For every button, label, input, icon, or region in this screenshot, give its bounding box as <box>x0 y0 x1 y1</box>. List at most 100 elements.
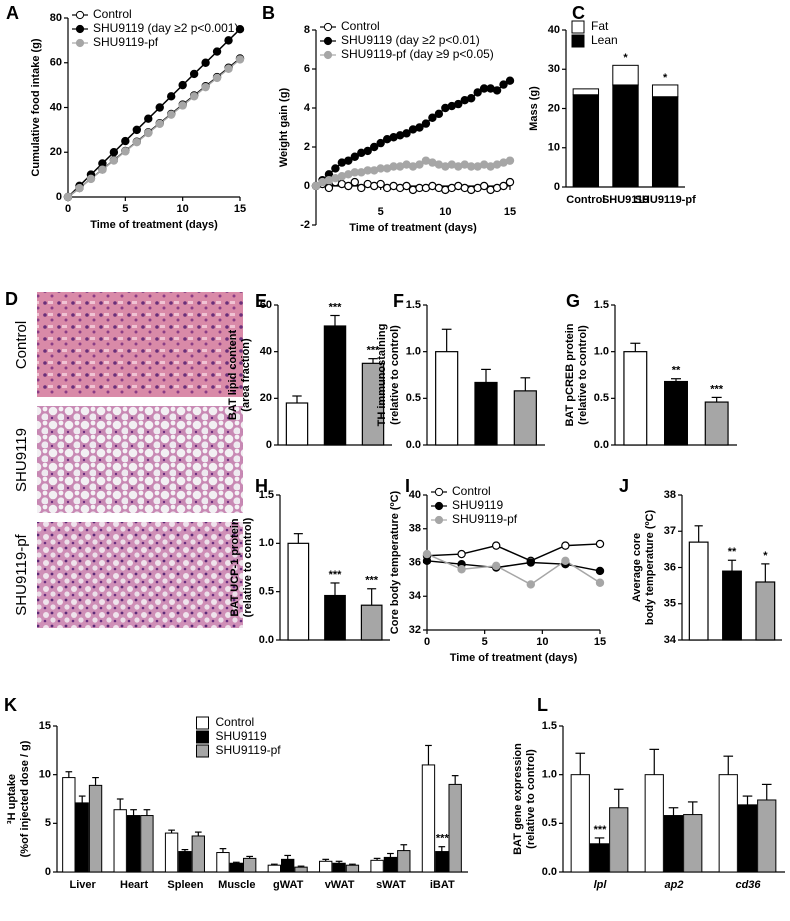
y-tick-label: 20 <box>50 146 62 158</box>
bar <box>229 862 243 873</box>
bar-segment <box>572 88 600 96</box>
marker <box>155 103 164 112</box>
series-line <box>67 28 241 198</box>
x-tick-label: 0 <box>424 636 430 648</box>
legend-label: SHU9119 (day ≥2 p<0.001) <box>93 21 238 35</box>
x-axis-label: Time of treatment (days) <box>349 222 477 234</box>
bar <box>75 802 89 873</box>
y-tick-label: 34 <box>664 634 677 646</box>
marker <box>415 160 424 169</box>
marker <box>189 92 199 101</box>
legend-label: SHU9119 (day ≥2 p<0.01) <box>341 33 480 47</box>
bar <box>345 864 360 873</box>
bar <box>323 325 347 446</box>
marker <box>434 109 444 119</box>
y-axis-label: (relative to control) <box>525 749 537 849</box>
y-tick-label: 0 <box>266 439 272 451</box>
marker <box>422 556 432 566</box>
legend-marker <box>434 501 444 511</box>
marker <box>402 129 411 138</box>
marker <box>201 58 210 67</box>
y-tick-label: 4 <box>304 102 311 114</box>
legend-label: SHU9119-pf <box>93 35 159 49</box>
marker <box>505 76 515 85</box>
marker <box>144 128 153 138</box>
legend-label: Lean <box>591 33 618 47</box>
marker <box>428 113 437 122</box>
marker <box>454 99 463 109</box>
bar <box>113 809 127 873</box>
y-tick-label: 40 <box>260 346 272 358</box>
y-tick-label: 80 <box>50 12 62 24</box>
bar <box>589 843 610 873</box>
bar <box>140 815 154 873</box>
bar <box>644 774 664 873</box>
x-tick-label: Liver <box>70 879 97 891</box>
marker <box>492 561 501 571</box>
y-axis-label: (relative to control) <box>577 325 589 425</box>
bar <box>88 784 103 873</box>
y-tick-label: 0 <box>45 866 51 878</box>
legend-marker <box>75 38 85 48</box>
y-tick-label: 0.5 <box>542 817 557 829</box>
bar <box>285 402 309 446</box>
y-tick-label: 36 <box>409 556 421 568</box>
marker <box>350 152 359 161</box>
bar <box>704 401 729 446</box>
y-tick-label: 40 <box>409 489 421 501</box>
marker <box>370 142 379 152</box>
legend-marker <box>323 36 333 46</box>
y-tick-label: 10 <box>548 142 560 154</box>
x-tick-label: 10 <box>536 636 548 648</box>
y-tick-label: 0.0 <box>594 439 609 451</box>
bar <box>513 390 537 446</box>
panel-letter: G <box>566 291 580 311</box>
legend-swatch <box>571 20 585 34</box>
marker <box>492 541 501 550</box>
y-tick-label: 60 <box>50 57 62 69</box>
marker <box>311 181 321 191</box>
legend-label: SHU9119-pf <box>452 512 518 526</box>
marker <box>132 137 141 147</box>
marker <box>75 183 84 193</box>
legend-label: Control <box>93 7 132 21</box>
marker <box>492 86 502 95</box>
x-tick-label: iBAT <box>430 879 455 891</box>
y-tick-label: 60 <box>260 299 272 311</box>
y-tick-label: 37 <box>664 525 676 537</box>
y-axis-label: ³H uptake <box>6 774 18 824</box>
marker <box>178 80 187 90</box>
bar <box>370 859 384 873</box>
y-axis-label: body temperature (ºC) <box>644 510 656 626</box>
series-line <box>67 58 241 198</box>
marker <box>235 55 245 64</box>
y-axis-label: BAT pCREB protein <box>564 323 576 426</box>
annotation: *** <box>710 383 724 395</box>
legend-label: SHU9119 <box>216 729 267 743</box>
bar <box>718 774 738 873</box>
marker <box>457 565 466 574</box>
legend-label: SHU9119 <box>452 498 503 512</box>
panel-letter: I <box>405 476 410 496</box>
x-tick-label: 15 <box>504 206 516 218</box>
y-axis-label: Core body temperature (ºC) <box>389 490 401 634</box>
legend-marker <box>75 10 85 20</box>
bar <box>688 541 709 641</box>
annotation: *** <box>594 824 608 836</box>
x-tick-label: 5 <box>122 203 128 215</box>
y-tick-label: 20 <box>260 392 272 404</box>
annotation: * <box>663 72 668 84</box>
legend-label: Control <box>452 484 491 498</box>
annotation: ** <box>672 365 681 377</box>
y-tick-label: 36 <box>664 561 676 573</box>
histology-label: Control <box>13 321 30 369</box>
x-tick-label: 0 <box>65 203 71 215</box>
marker <box>98 165 107 174</box>
marker <box>109 148 119 157</box>
marker <box>178 101 187 110</box>
y-tick-label: 2 <box>304 141 310 153</box>
marker <box>421 119 431 128</box>
bar <box>216 852 230 873</box>
marker <box>212 47 222 56</box>
